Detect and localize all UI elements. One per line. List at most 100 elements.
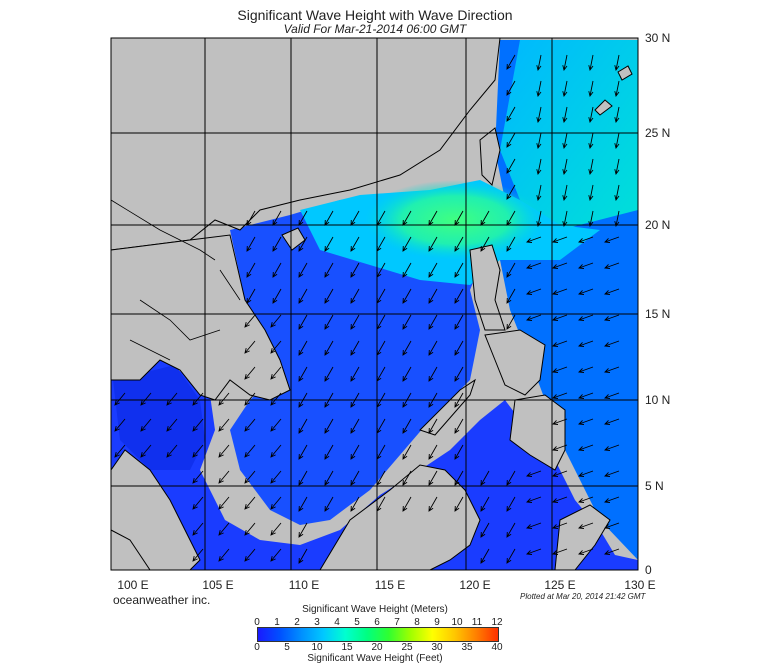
meter-tick: 12 [491, 617, 503, 628]
wave-arrow [244, 470, 256, 484]
lon-label-125e: 125 E [544, 578, 576, 592]
meter-tick: 10 [451, 617, 463, 628]
wave-arrow [402, 392, 412, 408]
wave-arrow [324, 314, 334, 330]
wave-direction-arrows [114, 54, 620, 564]
ocean-east-band [500, 40, 638, 230]
land-china [111, 38, 501, 251]
wave-arrow [562, 210, 568, 228]
wave-arrow [588, 184, 594, 202]
wave-arrow [614, 106, 620, 124]
wave-arrow [218, 496, 230, 510]
wave-arrow [166, 392, 178, 406]
wave-arrow [506, 184, 516, 200]
wave-arrow [578, 548, 594, 555]
wave-arrow [376, 496, 386, 512]
wave-arrow [376, 262, 386, 278]
wave-arrow [218, 548, 230, 562]
legend-title-feet: Significant Wave Height (Feet) [307, 653, 443, 664]
wave-arrow [376, 314, 386, 330]
wave-arrow [298, 262, 308, 278]
wave-arrow [272, 288, 282, 304]
wave-arrow [324, 288, 334, 304]
wave-arrow [244, 418, 256, 432]
wave-arrow [298, 366, 308, 382]
wave-arrow [588, 158, 594, 176]
wave-arrow [614, 54, 620, 72]
wave-arrow [552, 288, 568, 295]
wave-arrow [604, 418, 620, 425]
wave-arrow [578, 340, 594, 347]
wave-arrow [428, 470, 438, 486]
wave-arrow [376, 418, 386, 434]
wave-arrow [402, 262, 412, 278]
wave-arrow [614, 184, 620, 202]
wave-arrow [480, 496, 490, 512]
map-frame [110, 37, 639, 571]
wave-arrow [552, 522, 568, 529]
land-sulawesi [554, 504, 611, 570]
feet-tick: 40 [491, 642, 503, 653]
wave-arrow [604, 470, 620, 477]
wave-arrow [298, 288, 308, 304]
wave-arrow [270, 470, 282, 484]
wave-arrow [298, 522, 308, 538]
meter-tick: 2 [294, 617, 300, 628]
wave-arrow [578, 262, 594, 269]
wave-arrow [454, 288, 464, 304]
wave-arrow [298, 496, 308, 512]
wave-arrow [428, 236, 438, 252]
land-luzon [469, 244, 506, 331]
wave-arrow [218, 470, 230, 484]
wave-arrow [350, 210, 360, 226]
wave-arrow [350, 444, 360, 460]
wave-arrow [298, 548, 308, 564]
lat-label-20n: 20 N [645, 218, 671, 232]
wave-arrow [298, 210, 308, 226]
wave-arrow [562, 132, 568, 150]
wave-arrow [114, 418, 126, 432]
wave-arrow [350, 262, 360, 278]
land-malay-peninsula [111, 449, 201, 570]
meter-tick: 7 [394, 617, 400, 628]
wave-arrow [402, 366, 412, 382]
lon-label-120e: 120 E [459, 578, 491, 592]
wave-arrow [552, 548, 568, 555]
wave-arrow [552, 444, 568, 451]
wave-arrow [298, 314, 308, 330]
wave-arrow [244, 548, 256, 562]
wave-arrow [350, 366, 360, 382]
lat-label-5n: 5 N [645, 479, 664, 493]
wave-arrow [114, 392, 126, 406]
wave-arrow [588, 132, 594, 150]
wave-arrow [480, 522, 490, 538]
wave-arrow [552, 236, 568, 243]
wave-arrow [428, 210, 438, 226]
wave-arrow [298, 340, 308, 356]
feet-tick: 10 [311, 642, 323, 653]
wave-arrow [298, 236, 308, 252]
wave-arrow [506, 54, 516, 70]
wave-arrow [376, 366, 386, 382]
wave-arrow [324, 392, 334, 408]
wave-arrow [272, 210, 282, 226]
wave-arrow [578, 418, 594, 425]
country-borders [111, 199, 241, 361]
wave-arrow [536, 54, 542, 72]
wave-arrow [588, 210, 594, 228]
wave-arrow [552, 340, 568, 347]
wave-arrow [270, 392, 282, 406]
wave-arrow [428, 314, 438, 330]
wave-arrow [506, 314, 516, 330]
credit-text: oceanweather inc. [113, 593, 211, 607]
wave-arrow [578, 470, 594, 477]
wave-arrow [402, 210, 412, 226]
wave-arrow [350, 314, 360, 330]
wave-arrow [506, 262, 516, 278]
wave-arrow [324, 496, 334, 512]
lon-label-115e: 115 E [374, 578, 406, 592]
wave-arrow [604, 314, 620, 321]
wave-arrow [506, 496, 516, 512]
wave-arrow [604, 548, 620, 555]
wave-arrow [376, 288, 386, 304]
